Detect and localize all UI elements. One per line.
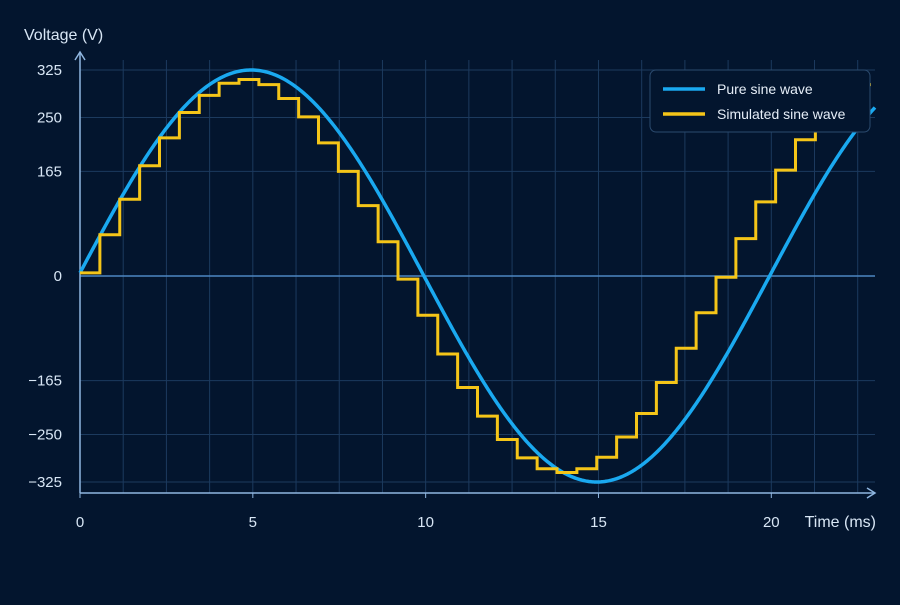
- y-axis-title: Voltage (V): [24, 27, 103, 44]
- y-tick-label: 0: [54, 268, 62, 285]
- legend: Pure sine wave Simulated sine wave: [649, 69, 871, 133]
- y-tick-label: 165: [37, 163, 62, 180]
- legend-box: [649, 69, 871, 133]
- y-tick-label: −325: [28, 474, 62, 491]
- series: [78, 68, 877, 484]
- series-line-simulated-sine: [80, 78, 871, 474]
- series-line-pure-sine: [78, 68, 877, 484]
- legend-label-simulated-sine: Simulated sine wave: [717, 106, 846, 122]
- x-axis-arrow: [866, 487, 877, 499]
- x-tick-label: 5: [249, 514, 257, 531]
- x-axis-title: Time (ms): [805, 514, 876, 531]
- tick-labels: 0 5 10 15 20 325 250 165 0 −165 −250 −325: [28, 62, 779, 531]
- x-tick-label: 20: [763, 514, 780, 531]
- y-tick-label: 250: [37, 110, 62, 127]
- y-tick-label: −250: [28, 426, 62, 443]
- y-tick-label: −165: [28, 373, 62, 390]
- y-axis-arrow: [74, 50, 86, 61]
- x-tick-label: 10: [417, 514, 434, 531]
- x-tick-label: 15: [590, 514, 607, 531]
- y-tick-label: 325: [37, 62, 62, 79]
- legend-label-pure-sine: Pure sine wave: [717, 81, 813, 97]
- x-tick-label: 0: [76, 514, 84, 531]
